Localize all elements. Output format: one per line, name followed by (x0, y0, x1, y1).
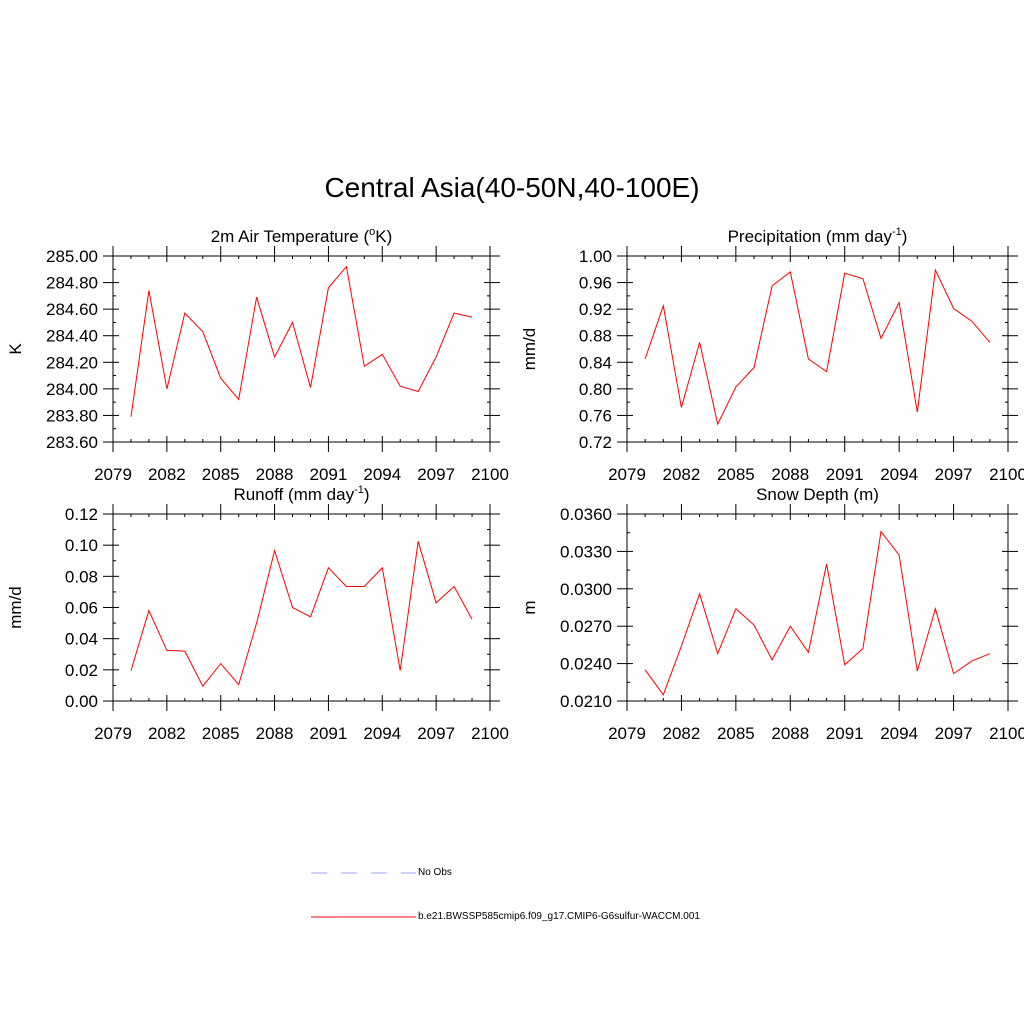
x-tick-label: 2079 (608, 724, 646, 743)
x-tick-label: 2085 (202, 465, 240, 484)
x-tick-label: 2097 (935, 465, 973, 484)
x-tick-label: 2091 (310, 724, 348, 743)
y-axis-label: m (520, 600, 539, 614)
y-tick-label: 0.0330 (560, 542, 612, 561)
x-tick-label: 2088 (256, 465, 294, 484)
y-tick-label: 284.60 (46, 300, 98, 319)
y-tick-label: 283.60 (46, 433, 98, 452)
x-tick-label: 2082 (663, 465, 701, 484)
x-tick-label: 2100 (989, 465, 1024, 484)
series-line (130, 541, 473, 688)
chart-panel-1: 2079 2082 2085 2088 2091 2094 2097 2100 283.60 28… (6, 226, 509, 484)
y-tick-label: 283.80 (46, 406, 98, 425)
series-line (130, 265, 473, 417)
y-axis-label: K (6, 343, 25, 355)
plot-frame (112, 255, 491, 443)
x-tick-label: 2082 (148, 465, 186, 484)
y-tick-label: 284.20 (46, 353, 98, 372)
y-tick-label: 0.0360 (560, 505, 612, 524)
x-tick-label: 2097 (417, 465, 455, 484)
y-tick-label: 284.00 (46, 380, 98, 399)
panel-title: Runoff (mm day-1) (233, 484, 369, 504)
chart-panel-2: 2079 2082 2085 2088 2091 2094 2097 2100 0.72 0.76… (520, 226, 1024, 484)
y-axis-label: mm/d (6, 586, 25, 629)
legend-model-line (311, 916, 416, 918)
y-tick-label: 0.12 (65, 505, 98, 524)
plot-frame (626, 255, 1009, 443)
series-line (644, 530, 991, 696)
x-tick-label: 2094 (880, 724, 918, 743)
x-tick-label: 2088 (256, 724, 294, 743)
x-tick-label: 2085 (717, 465, 755, 484)
legend-model-label: b.e21.BWSSP585cmip6.f09_g17.CMIP6-G6sulf… (418, 911, 700, 922)
x-tick-label: 2100 (471, 465, 509, 484)
x-tick-label: 2088 (771, 724, 809, 743)
y-tick-label: 0.10 (65, 536, 98, 555)
x-tick-label: 2094 (880, 465, 918, 484)
y-tick-label: 0.0240 (560, 655, 612, 674)
x-tick-label: 2091 (826, 465, 864, 484)
x-tick-label: 2097 (935, 724, 973, 743)
y-tick-label: 0.0300 (560, 580, 612, 599)
x-tick-label: 2085 (202, 724, 240, 743)
x-tick-label: 2094 (363, 465, 401, 484)
y-tick-label: 0.72 (579, 433, 612, 452)
x-tick-label: 2085 (717, 724, 755, 743)
plot-frame (112, 513, 491, 702)
x-tick-label: 2079 (608, 465, 646, 484)
y-tick-label: 0.76 (579, 406, 612, 425)
panel-title: 2m Air Temperature (oK) (211, 226, 393, 246)
chart-panel-3: 2079 2082 2085 2088 2091 2094 2097 2100 0.00 0.02… (6, 484, 509, 743)
x-tick-label: 2091 (310, 465, 348, 484)
y-tick-label: 0.08 (65, 567, 98, 586)
y-tick-label: 0.0210 (560, 692, 612, 711)
chart-panel-4: 2079 2082 2085 2088 2091 2094 2097 2100 0.0210 0.… (520, 485, 1024, 743)
y-tick-label: 0.84 (579, 353, 612, 372)
x-tick-label: 2100 (471, 724, 509, 743)
series-line (644, 268, 991, 426)
y-tick-label: 0.80 (579, 380, 612, 399)
y-tick-label: 284.40 (46, 327, 98, 346)
y-tick-label: 285.00 (46, 247, 98, 266)
y-tick-label: 0.96 (579, 274, 612, 293)
x-tick-label: 2097 (417, 724, 455, 743)
legend-obs-label: No Obs (418, 867, 452, 878)
y-tick-label: 0.02 (65, 661, 98, 680)
x-tick-label: 2079 (94, 465, 132, 484)
x-tick-label: 2091 (826, 724, 864, 743)
x-tick-label: 2082 (663, 724, 701, 743)
y-tick-label: 284.80 (46, 274, 98, 293)
x-tick-label: 2094 (363, 724, 401, 743)
y-tick-label: 0.00 (65, 692, 98, 711)
y-tick-label: 0.0270 (560, 617, 612, 636)
x-tick-label: 2079 (94, 724, 132, 743)
panel-title: Precipitation (mm day-1) (728, 226, 908, 246)
y-tick-label: 0.04 (65, 630, 98, 649)
x-tick-label: 2100 (989, 724, 1024, 743)
panel-title: Snow Depth (m) (756, 485, 879, 504)
x-tick-label: 2082 (148, 724, 186, 743)
y-tick-label: 0.92 (579, 300, 612, 319)
y-tick-label: 0.06 (65, 599, 98, 618)
x-tick-label: 2088 (771, 465, 809, 484)
legend-obs-line (311, 872, 416, 874)
figure-title: Central Asia(40-50N,40-100E) (324, 172, 700, 203)
y-tick-label: 0.88 (579, 327, 612, 346)
y-tick-label: 1.00 (579, 247, 612, 266)
y-axis-label: mm/d (520, 328, 539, 371)
